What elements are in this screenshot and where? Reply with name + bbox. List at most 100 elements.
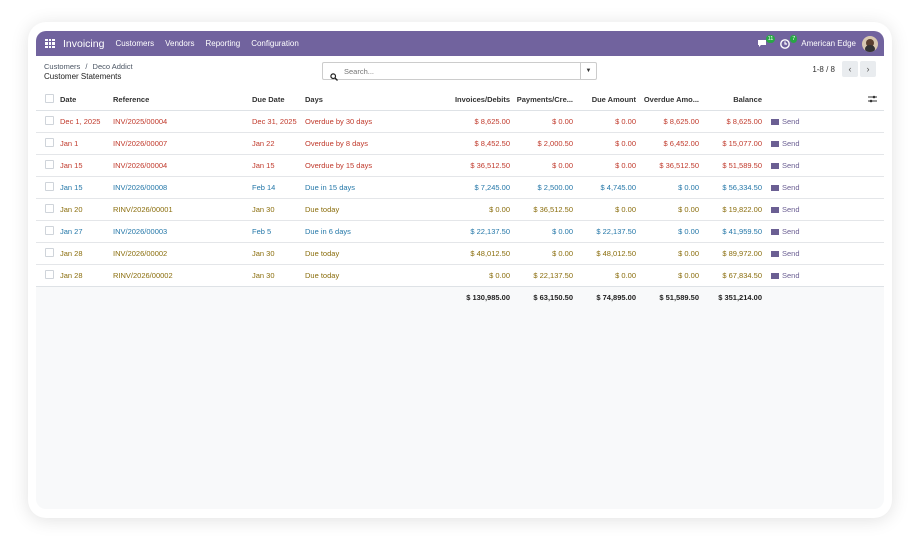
cell-due-date: Jan 30 <box>252 205 275 214</box>
cell-days: Due today <box>305 271 340 280</box>
column-due-amount[interactable]: Due Amount <box>573 89 636 111</box>
table-row[interactable]: Jan 27 INV/2026/00003 Feb 5 Due in 6 days $ … <box>36 220 884 243</box>
select-all-checkbox[interactable] <box>45 94 54 103</box>
send-label: Send <box>782 227 800 236</box>
cell-balance: $ 8,625.00 <box>726 117 762 126</box>
cell-date: Jan 15 <box>60 161 83 170</box>
cell-days: Due in 6 days <box>305 227 351 236</box>
breadcrumb-deco-addict[interactable]: Deco Addict <box>92 62 133 71</box>
cell-days: Due today <box>305 205 340 214</box>
user-avatar[interactable] <box>862 35 878 52</box>
send-button[interactable]: Send <box>771 243 831 265</box>
row-checkbox[interactable] <box>45 182 54 191</box>
column-due-date[interactable]: Due Date <box>252 89 305 111</box>
column-overdue-amount[interactable]: Overdue Amo... <box>636 89 699 111</box>
pager-value[interactable]: 1-8 / 8 <box>812 64 835 74</box>
send-button[interactable]: Send <box>771 265 831 287</box>
table-row[interactable]: Jan 1 INV/2026/00007 Jan 22 Overdue by 8 da… <box>36 132 884 155</box>
send-button[interactable]: Send <box>771 111 831 133</box>
top-navbar: Invoicing Customers Vendors Reporting Co… <box>36 31 884 56</box>
column-reference[interactable]: Reference <box>113 89 252 111</box>
row-checkbox[interactable] <box>45 160 54 169</box>
envelope-icon <box>771 207 779 213</box>
cell-due-date: Jan 30 <box>252 249 275 258</box>
cell-due-amount: $ 48,012.50 <box>596 249 636 258</box>
pager-previous-icon[interactable]: ‹ <box>842 61 858 77</box>
send-button[interactable]: Send <box>771 221 831 243</box>
row-checkbox[interactable] <box>45 248 54 257</box>
cell-invoices-debits: $ 7,245.00 <box>474 183 510 192</box>
cell-due-date: Dec 31, 2025 <box>252 117 297 126</box>
table-row[interactable]: Jan 15 INV/2026/00004 Jan 15 Overdue by 15 … <box>36 154 884 177</box>
cell-payments-credits: $ 2,500.00 <box>537 183 573 192</box>
cell-reference: RINV/2026/00002 <box>113 271 173 280</box>
send-label: Send <box>782 161 800 170</box>
row-checkbox[interactable] <box>45 116 54 125</box>
envelope-icon <box>771 229 779 235</box>
breadcrumb-separator: / <box>85 62 88 71</box>
table-row[interactable]: Jan 28 RINV/2026/00002 Jan 30 Due today $ 0.… <box>36 264 884 287</box>
table-header-row: Date Reference Due Date Days Invoices/De… <box>36 89 884 111</box>
column-invoices-debits[interactable]: Invoices/Debits <box>397 89 510 111</box>
table-row[interactable]: Jan 28 INV/2026/00002 Jan 30 Due today $ 48,… <box>36 242 884 265</box>
envelope-icon <box>771 273 779 279</box>
search-icon <box>330 68 338 81</box>
activity-clock-icon[interactable]: 7 <box>779 34 798 50</box>
column-balance[interactable]: Balance <box>699 89 762 111</box>
control-panel: Customers / Deco Addict Customer Stateme… <box>36 56 884 90</box>
cell-overdue-amount: $ 0.00 <box>678 183 699 192</box>
search-options-toggle-icon[interactable]: ▼ <box>580 63 596 79</box>
cell-due-amount: $ 0.00 <box>615 139 636 148</box>
cell-payments-credits: $ 0.00 <box>552 161 573 170</box>
cell-days: Due today <box>305 249 340 258</box>
apps-menu-icon[interactable] <box>45 38 55 49</box>
search-bar: ▼ <box>322 62 597 81</box>
send-button[interactable]: Send <box>771 155 831 177</box>
row-checkbox[interactable] <box>45 270 54 279</box>
column-payments-credits[interactable]: Payments/Cre... <box>510 89 573 111</box>
cell-reference: RINV/2026/00001 <box>113 205 173 214</box>
cell-balance: $ 67,834.50 <box>722 271 762 280</box>
send-button[interactable]: Send <box>771 177 831 199</box>
cell-payments-credits: $ 2,000.50 <box>537 139 573 148</box>
cell-due-amount: $ 0.00 <box>615 117 636 126</box>
row-checkbox[interactable] <box>45 138 54 147</box>
table-row[interactable]: Jan 20 RINV/2026/00001 Jan 30 Due today $ 0.… <box>36 198 884 221</box>
table-row[interactable]: Jan 15 INV/2026/00008 Feb 14 Due in 15 days… <box>36 176 884 199</box>
cell-payments-credits: $ 0.00 <box>552 117 573 126</box>
row-checkbox[interactable] <box>45 204 54 213</box>
breadcrumb-customers[interactable]: Customers <box>44 62 81 71</box>
table-row[interactable]: Dec 1, 2025 INV/2025/00004 Dec 31, 2025 Ove… <box>36 110 884 133</box>
cell-date: Jan 1 <box>60 139 79 148</box>
cell-invoices-debits: $ 36,512.50 <box>470 161 510 170</box>
envelope-icon <box>771 251 779 257</box>
pager-next-icon[interactable]: › <box>860 61 876 77</box>
menu-configuration[interactable]: Configuration <box>251 39 299 48</box>
cell-reference: INV/2025/00004 <box>113 117 168 126</box>
cell-reference: INV/2026/00004 <box>113 161 168 170</box>
cell-overdue-amount: $ 6,452.00 <box>663 139 699 148</box>
app-title[interactable]: Invoicing <box>63 37 105 50</box>
column-days[interactable]: Days <box>305 89 397 111</box>
optional-columns-icon[interactable] <box>831 89 884 111</box>
total-invoices: $ 130,985.00 <box>397 286 510 307</box>
row-checkbox[interactable] <box>45 226 54 235</box>
chat-icon[interactable]: 11 <box>757 34 776 50</box>
search-input[interactable] <box>342 65 576 77</box>
cell-overdue-amount: $ 0.00 <box>678 271 699 280</box>
cell-payments-credits: $ 22,137.50 <box>533 271 573 280</box>
company-switcher[interactable]: American Edge <box>801 39 856 48</box>
send-button[interactable]: Send <box>771 133 831 155</box>
column-date[interactable]: Date <box>60 89 113 111</box>
menu-vendors[interactable]: Vendors <box>165 39 195 48</box>
cell-invoices-debits: $ 8,625.00 <box>474 117 510 126</box>
send-button[interactable]: Send <box>771 199 831 221</box>
cell-payments-credits: $ 0.00 <box>552 249 573 258</box>
cell-date: Jan 27 <box>60 227 83 236</box>
cell-due-date: Jan 22 <box>252 139 275 148</box>
cell-due-amount: $ 22,137.50 <box>596 227 636 236</box>
menu-reporting[interactable]: Reporting <box>205 39 241 48</box>
cell-balance: $ 51,589.50 <box>722 161 762 170</box>
send-label: Send <box>782 205 800 214</box>
menu-customers[interactable]: Customers <box>115 39 155 48</box>
